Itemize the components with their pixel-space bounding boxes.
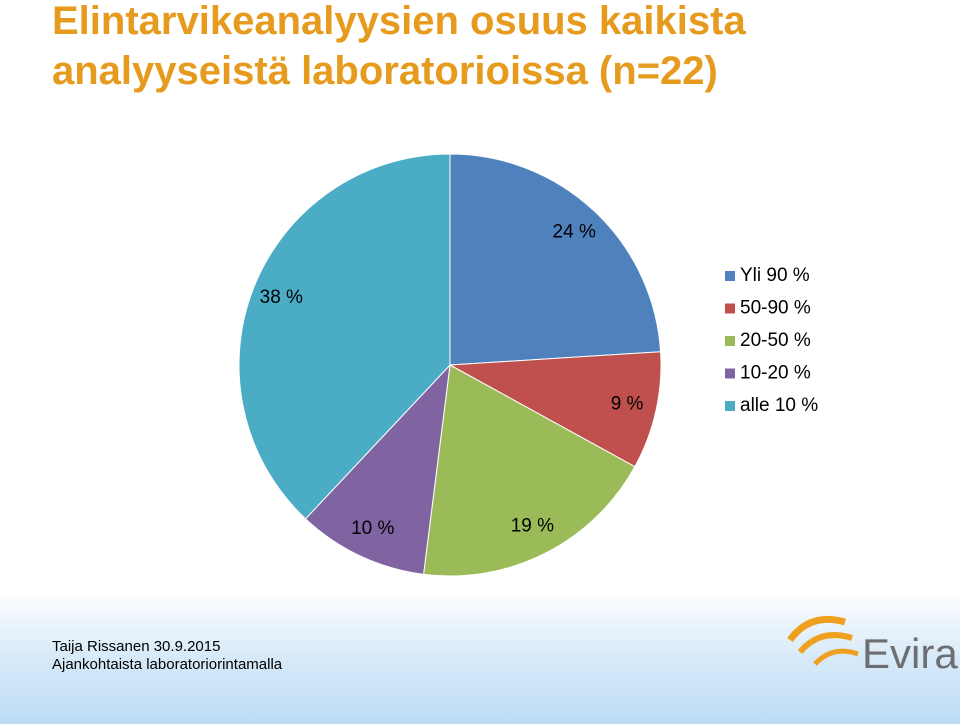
footer-line: Taija Rissanen 30.9.2015 (52, 638, 220, 655)
data-label: 10 % (351, 518, 394, 539)
pie-slice (448, 351, 662, 468)
logo-text: Evira (862, 630, 958, 677)
logo-swoosh (813, 648, 859, 666)
legend-swatch (725, 271, 735, 281)
legend-label: alle 10 % (740, 395, 818, 416)
data-label: 19 % (511, 516, 554, 537)
data-label: 9 % (611, 394, 644, 415)
legend-swatch (725, 336, 735, 346)
data-label: 38 % (260, 287, 303, 308)
logo: Evira (787, 615, 958, 677)
legend-swatch (725, 401, 735, 411)
pie-slice (449, 153, 662, 366)
legend-label: 50-90 % (740, 298, 811, 319)
pie-slice (238, 153, 451, 520)
legend-swatch (725, 303, 735, 314)
logo-swoosh (787, 615, 846, 643)
pie-slice (304, 363, 451, 575)
legend-label: 10-20 % (740, 363, 811, 384)
legend-swatch (725, 368, 735, 379)
data-label: 24 % (553, 222, 596, 243)
legend-label: Yli 90 % (740, 265, 810, 286)
legend-label: 20-50 % (740, 330, 811, 351)
title-line: analyyseistä laboratorioissa (n=22) (52, 49, 718, 93)
title-line: Elintarvikeanalyysien osuus kaikista (52, 0, 746, 43)
logo-swoosh (797, 632, 853, 655)
pie-slice (422, 364, 636, 577)
footer-line: Ajankohtaista laboratoriorintamalla (52, 656, 283, 673)
